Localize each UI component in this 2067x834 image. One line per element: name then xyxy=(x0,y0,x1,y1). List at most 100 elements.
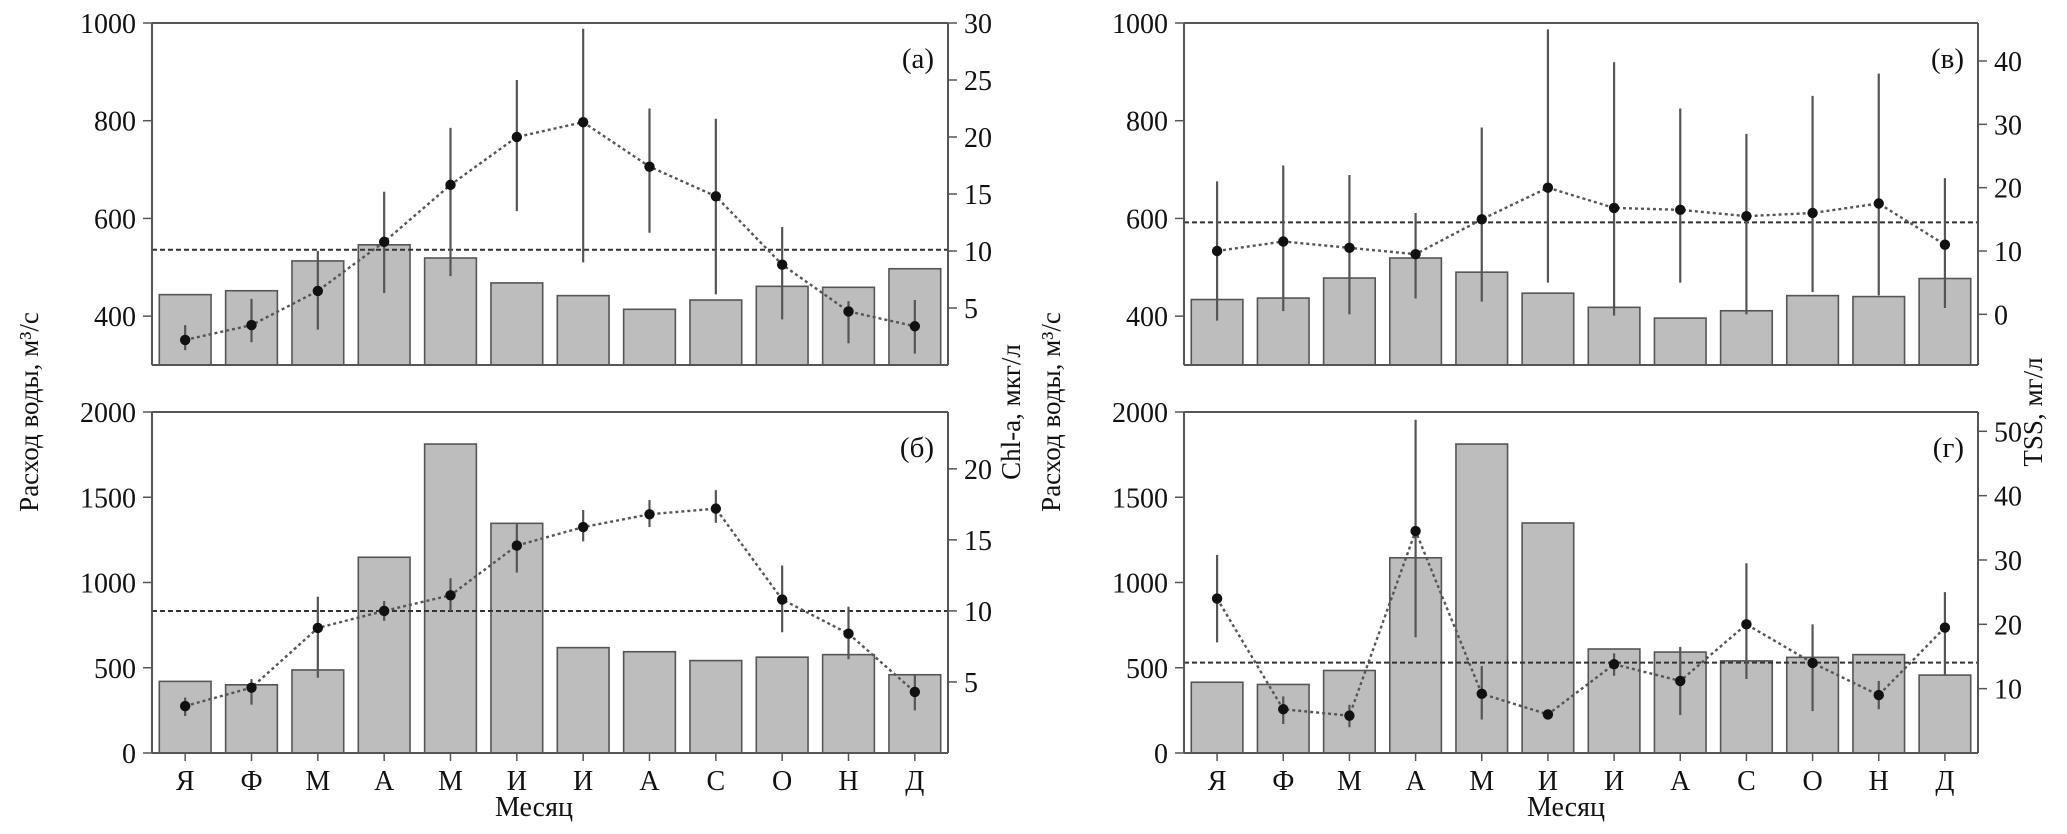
concentration-point xyxy=(378,605,390,617)
bar-discharge xyxy=(291,669,345,754)
concentration-point xyxy=(1675,204,1686,216)
y-tick-label-right: 15 xyxy=(964,526,992,557)
bar-discharge xyxy=(1521,292,1575,366)
y-tick-label-right: 5 xyxy=(964,294,978,325)
concentration-point xyxy=(1278,236,1289,247)
concentration-point xyxy=(312,285,324,297)
concentration-point xyxy=(246,319,257,331)
concentration-point xyxy=(511,131,523,143)
bar-discharge xyxy=(689,299,743,366)
bar-discharge xyxy=(622,308,677,366)
concentration-point xyxy=(577,116,589,128)
x-tick-label: Д xyxy=(905,766,924,797)
concentration-point xyxy=(1939,239,1951,250)
concentration-point xyxy=(1741,210,1752,222)
concentration-point xyxy=(179,334,191,346)
y-tick-label-left: 500 xyxy=(94,654,136,685)
concentration-point xyxy=(378,236,390,248)
y-tick-label-right: 40 xyxy=(1994,47,2022,78)
y-tick-label-left: 1000 xyxy=(80,9,136,40)
bar-discharge xyxy=(1852,295,1906,366)
y-tick-label-right: 10 xyxy=(1994,237,2022,268)
x-tick-label: И xyxy=(1604,766,1624,797)
y-tick-label-right: 10 xyxy=(964,597,992,628)
y-tick-label-right: 10 xyxy=(964,237,992,268)
bar-discharge xyxy=(556,646,610,754)
y-tick-label-right: 5 xyxy=(964,668,978,699)
y-tick-label-right: 40 xyxy=(1994,482,2022,513)
concentration-point xyxy=(710,503,722,514)
bar-discharge xyxy=(357,556,411,754)
x-tick-label: А xyxy=(1670,766,1691,797)
chart-panel-4: 0 500 1000 1500 2000 10 20 30 40 50 (г) Я Ф М А М И И А С О Н… xyxy=(1112,398,2022,797)
panel-label: (б) xyxy=(900,432,934,464)
concentration-point xyxy=(1211,245,1223,257)
concentration-point xyxy=(312,622,324,634)
y-tick-label-left: 0 xyxy=(122,739,136,770)
y-tick-label-left: 2000 xyxy=(1112,398,1168,429)
y-tick-label-left: 1000 xyxy=(1112,569,1168,600)
concentration-point xyxy=(179,700,191,712)
x-tick-label: М xyxy=(305,766,330,797)
concentration-point xyxy=(644,161,655,172)
y-tick-label-left: 500 xyxy=(1126,654,1168,685)
concentration-point xyxy=(1608,202,1620,214)
ylabel-tss: TSS, мг/л xyxy=(2018,357,2048,466)
x-tick-label: Ф xyxy=(1272,766,1294,797)
bar-discharge xyxy=(622,650,677,754)
x-tick-label: И xyxy=(1538,766,1558,797)
ylabel-chl: Chl-a, мкг/л xyxy=(996,344,1026,480)
y-tick-label-right: 20 xyxy=(1994,610,2022,641)
concentration-point xyxy=(1939,622,1951,633)
concentration-point xyxy=(1410,248,1421,260)
chart-panel-3: 400 600 800 1000 0 10 20 30 40 (в) xyxy=(1112,9,2022,366)
concentration-point xyxy=(1873,689,1884,701)
x-tick-label: С xyxy=(1737,766,1756,797)
concentration-point xyxy=(1542,182,1554,193)
bar-discharge xyxy=(490,282,544,366)
x-tick-label: А xyxy=(1405,766,1426,797)
y-tick-label-right: 30 xyxy=(1994,546,2022,577)
concentration-point xyxy=(1278,704,1289,715)
y-tick-label-right: 0 xyxy=(1994,300,2008,331)
concentration-point xyxy=(246,682,257,693)
x-tick-label: Я xyxy=(176,766,195,797)
x-tick-label: С xyxy=(706,766,725,797)
concentration-point xyxy=(1344,710,1355,721)
concentration-point xyxy=(843,306,854,317)
concentration-point xyxy=(577,521,589,533)
x-tick-label: А xyxy=(639,766,660,797)
concentration-point xyxy=(1410,525,1421,537)
x-tick-label: О xyxy=(772,766,792,797)
y-tick-label-left: 400 xyxy=(1126,302,1168,333)
concentration-point xyxy=(1873,198,1884,209)
bar-discharge xyxy=(821,653,876,754)
bar-discharge xyxy=(1587,306,1641,366)
y-tick-label-right: 10 xyxy=(1994,675,2022,706)
bar-discharge xyxy=(689,659,743,754)
x-tick-label: М xyxy=(438,766,463,797)
concentration-point xyxy=(1675,675,1686,687)
concentration-point xyxy=(1476,688,1487,700)
y-tick-label-left: 800 xyxy=(1126,107,1168,138)
bar-discharge xyxy=(1719,309,1774,366)
bar-discharge xyxy=(357,244,411,366)
bar-discharge xyxy=(1653,317,1707,366)
concentration-point xyxy=(1807,207,1818,219)
concentration-point xyxy=(1476,214,1487,225)
concentration-point xyxy=(445,179,456,191)
bar-discharge xyxy=(755,656,809,754)
panel-label: (в) xyxy=(1931,43,1964,75)
concentration-point xyxy=(1741,619,1752,630)
x-tick-label: О xyxy=(1802,766,1822,797)
y-tick-label-right: 30 xyxy=(1994,110,2022,141)
concentration-point xyxy=(644,509,655,520)
y-tick-label-left: 1500 xyxy=(1112,483,1168,514)
concentration-point xyxy=(1344,242,1355,254)
bar-discharge xyxy=(158,680,212,754)
concentration-line xyxy=(1216,186,1946,256)
x-tick-label: Н xyxy=(838,766,858,797)
bar-discharge xyxy=(1190,681,1244,754)
y-tick-label-left: 1000 xyxy=(80,569,136,600)
y-tick-label-left: 1500 xyxy=(80,483,136,514)
